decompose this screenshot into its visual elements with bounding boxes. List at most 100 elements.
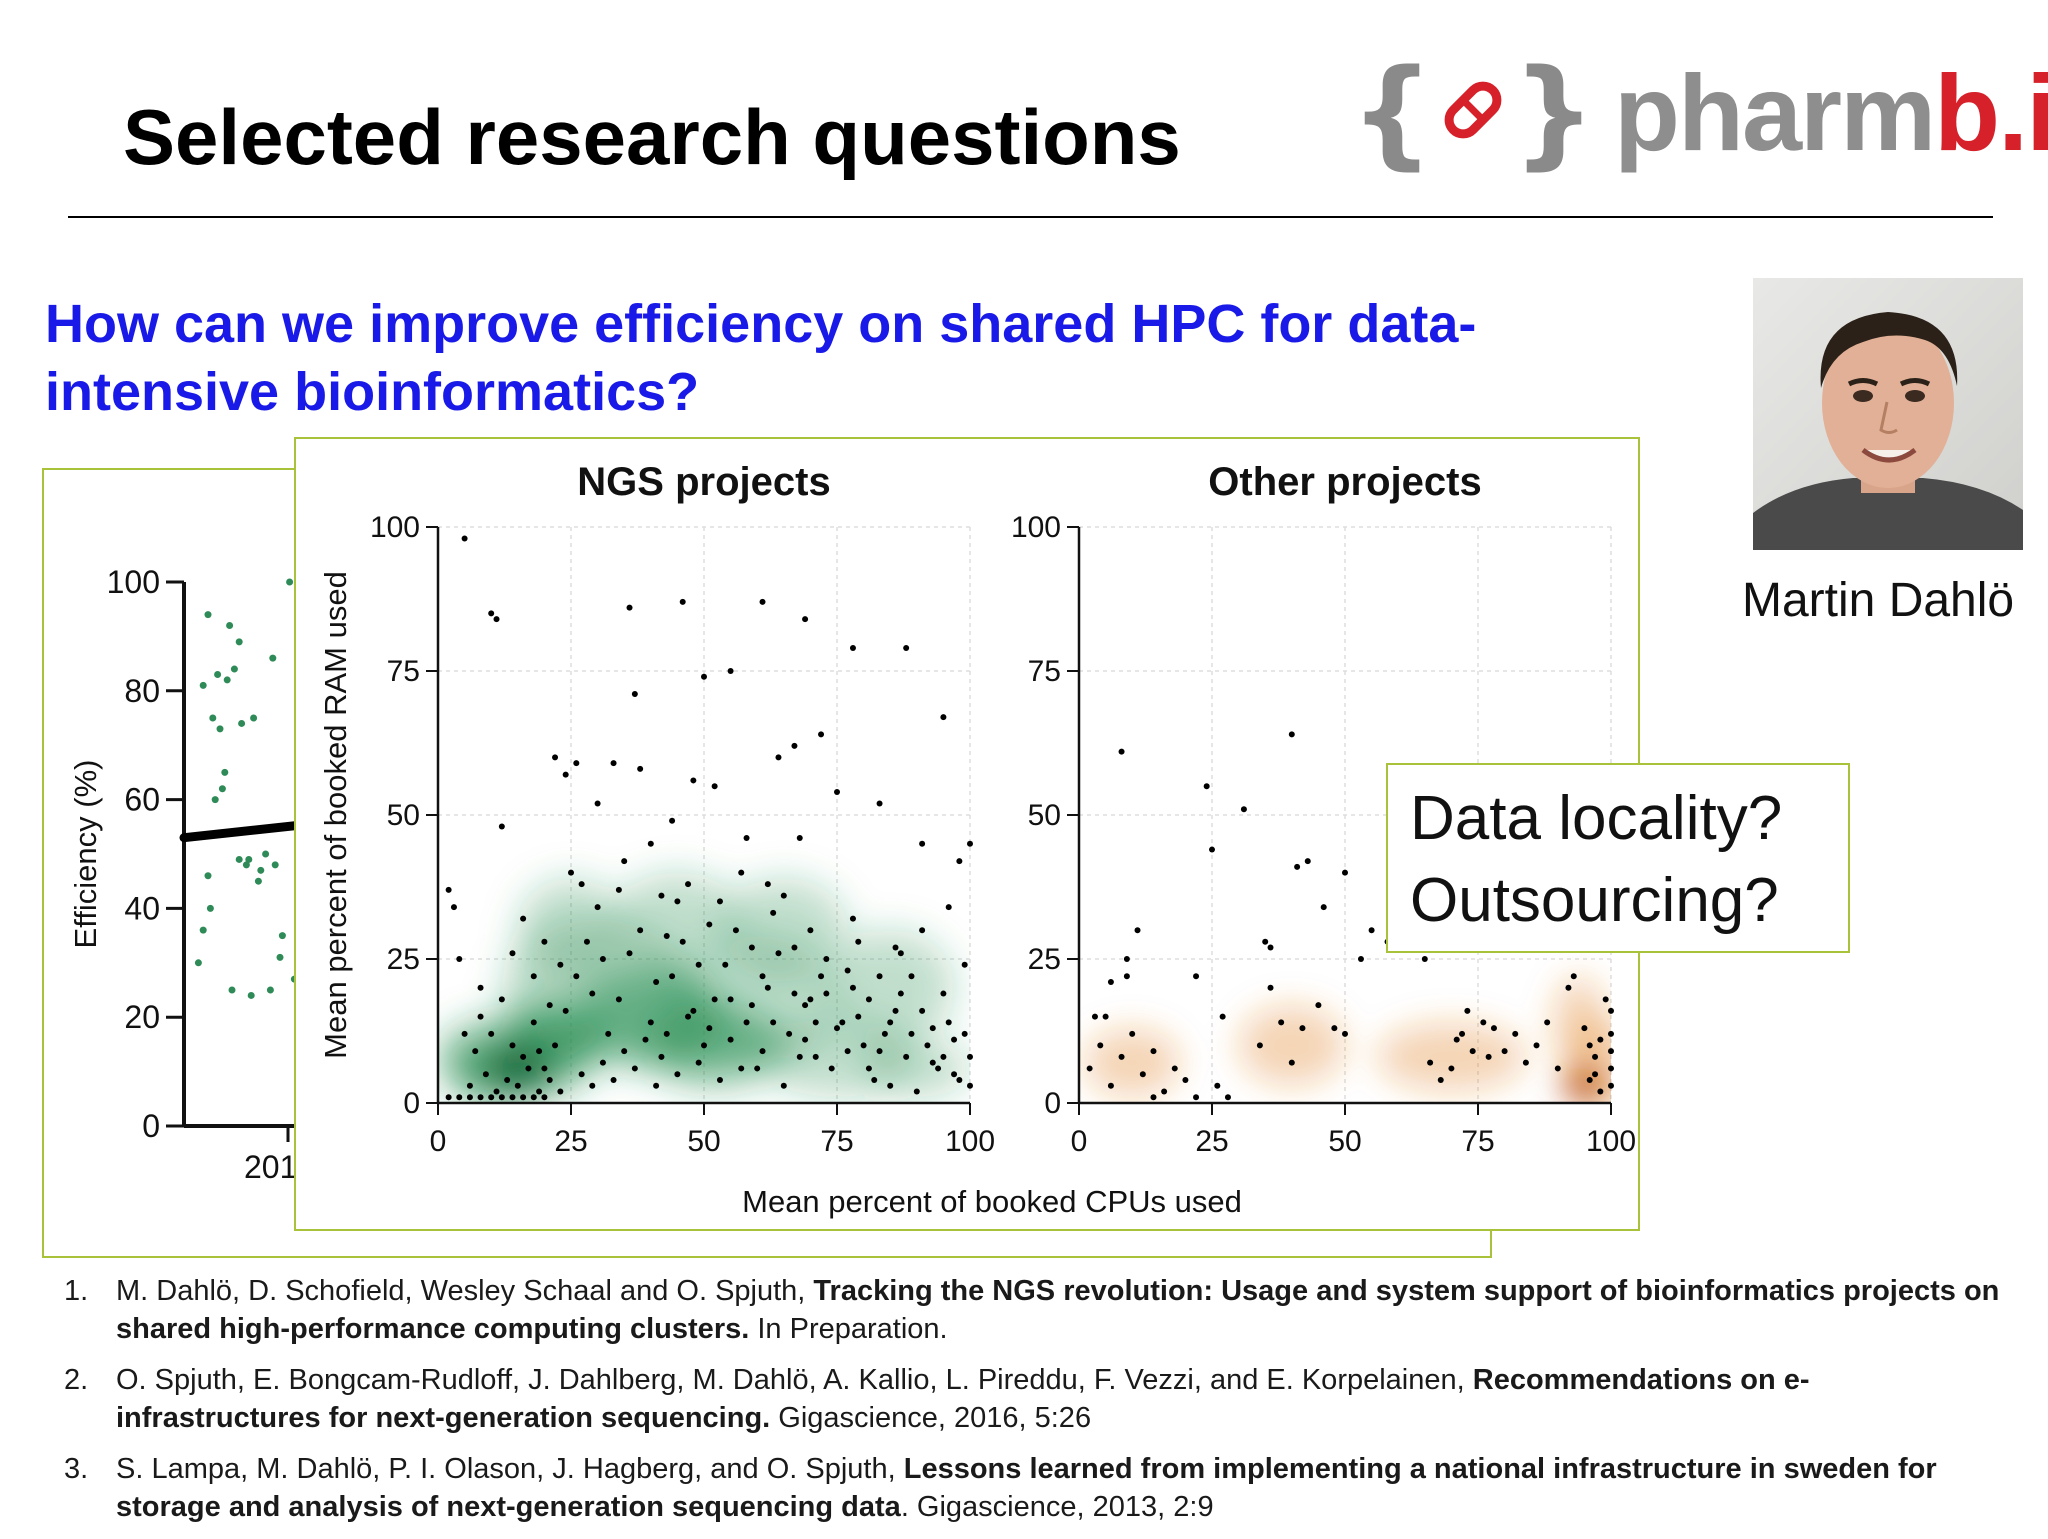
c2-point — [1581, 1025, 1588, 1032]
c2-point — [1267, 984, 1274, 991]
c1-point — [919, 927, 926, 934]
efficiency-y-tick-label: 80 — [124, 673, 160, 709]
c1-point — [759, 598, 766, 605]
c1-point — [802, 1036, 809, 1043]
references-list: 1. M. Dahlö, D. Schofield, Wesley Schaal… — [64, 1272, 2004, 1539]
c2-point — [1171, 1065, 1178, 1072]
c1-point — [961, 1030, 968, 1037]
c1-point — [935, 1065, 942, 1072]
c2-point — [1091, 1013, 1098, 1020]
c1-point — [796, 835, 803, 842]
c1-point — [738, 869, 745, 876]
c1-point — [706, 921, 713, 928]
c2-point — [1522, 1059, 1529, 1066]
c2-point — [1288, 1059, 1295, 1066]
c2-point — [1209, 846, 1215, 853]
c1-point — [445, 1094, 452, 1101]
c1-point — [658, 1053, 665, 1060]
reference-venue: In Preparation. — [757, 1313, 948, 1345]
c1-point — [701, 673, 707, 680]
efficiency-y-tick-label: 60 — [124, 782, 160, 818]
efficiency-point — [206, 904, 214, 912]
c2-point — [1586, 1042, 1593, 1049]
efficiency-y-tick-label: 20 — [124, 999, 160, 1035]
c1-point — [727, 668, 734, 674]
efficiency-point — [266, 986, 274, 994]
c1-point — [754, 1065, 761, 1072]
c1-point — [658, 892, 665, 899]
c2-point — [1421, 956, 1428, 962]
c1-point — [466, 1094, 473, 1101]
c1-point — [855, 938, 862, 945]
c1-point — [669, 817, 676, 824]
c2-point — [1544, 1019, 1551, 1026]
c1-x-tick-label: 0 — [430, 1125, 447, 1158]
c2-point — [1320, 904, 1327, 911]
c2-point — [1448, 1065, 1455, 1072]
c1-point — [748, 944, 755, 951]
c1-point — [945, 1019, 952, 1026]
c1-point — [477, 1094, 484, 1101]
c1-point — [812, 1053, 819, 1060]
c2-point — [1304, 858, 1311, 865]
c2-y-tick-label: 100 — [1011, 511, 1061, 544]
c2-point — [1118, 1053, 1125, 1060]
c1-point — [770, 909, 777, 916]
c2-y-tick-label: 25 — [1028, 943, 1061, 976]
efficiency-point — [262, 850, 270, 858]
c2-point — [1262, 938, 1269, 945]
c2-point — [1123, 973, 1130, 980]
efficiency-point — [218, 785, 226, 793]
c1-point — [685, 1013, 692, 1020]
person-photo — [1753, 278, 2023, 550]
c1-point — [541, 1094, 548, 1101]
c2-point — [1554, 1065, 1561, 1072]
c1-y-tick-label: 25 — [387, 943, 420, 976]
c2-y-tick-label: 0 — [1044, 1087, 1061, 1120]
c2-point — [1602, 996, 1609, 1003]
c2-x-tick-label: 0 — [1071, 1125, 1088, 1158]
c1-point — [477, 984, 484, 991]
c1-point — [615, 886, 622, 893]
callout-line-outsourcing: Outsourcing? — [1410, 866, 1779, 935]
c2-point — [1203, 783, 1210, 790]
c2-point — [1485, 1053, 1492, 1060]
c1-point — [860, 1042, 867, 1049]
c1-point — [855, 1013, 862, 1020]
c1-point — [477, 1013, 484, 1020]
c1-point — [568, 869, 574, 876]
c2-point — [1592, 1071, 1599, 1078]
c1-point — [498, 823, 505, 830]
c2-point — [1368, 927, 1375, 934]
c1-point — [578, 881, 585, 888]
c1-point — [583, 938, 590, 945]
c2-point — [1565, 984, 1572, 991]
slide-title: Selected research questions — [123, 93, 1181, 181]
c2-point — [1342, 869, 1348, 876]
c1-point — [493, 1088, 500, 1095]
c1-point — [919, 1007, 926, 1014]
reference-venue: . Gigascience, 2013, 2:9 — [900, 1491, 1214, 1523]
reference-title: Recommendations on e-infrastructures for… — [116, 1364, 1810, 1434]
c1-point — [903, 644, 910, 651]
c2-point — [1118, 748, 1125, 755]
c1-point — [849, 915, 856, 922]
c1-point — [594, 904, 601, 911]
c1-point — [839, 1019, 846, 1026]
c1-density-core — [485, 1045, 550, 1092]
c1-point — [594, 800, 601, 807]
c1-x-tick-label: 100 — [945, 1125, 995, 1158]
c1-point — [956, 858, 963, 865]
c1-point — [913, 1088, 920, 1095]
efficiency-point — [226, 622, 234, 630]
c1-point — [908, 973, 915, 980]
c1-point — [945, 904, 952, 911]
c2-point — [1570, 973, 1577, 980]
reference-item: 2. O. Spjuth, E. Bongcam-Rudloff, J. Dah… — [64, 1361, 2004, 1437]
c2-point — [1592, 1053, 1599, 1060]
c1-point — [764, 984, 771, 991]
c1-point — [940, 1053, 947, 1060]
c2-point — [1331, 1025, 1338, 1032]
efficiency-point — [247, 991, 255, 999]
efficiency-point — [209, 714, 217, 722]
